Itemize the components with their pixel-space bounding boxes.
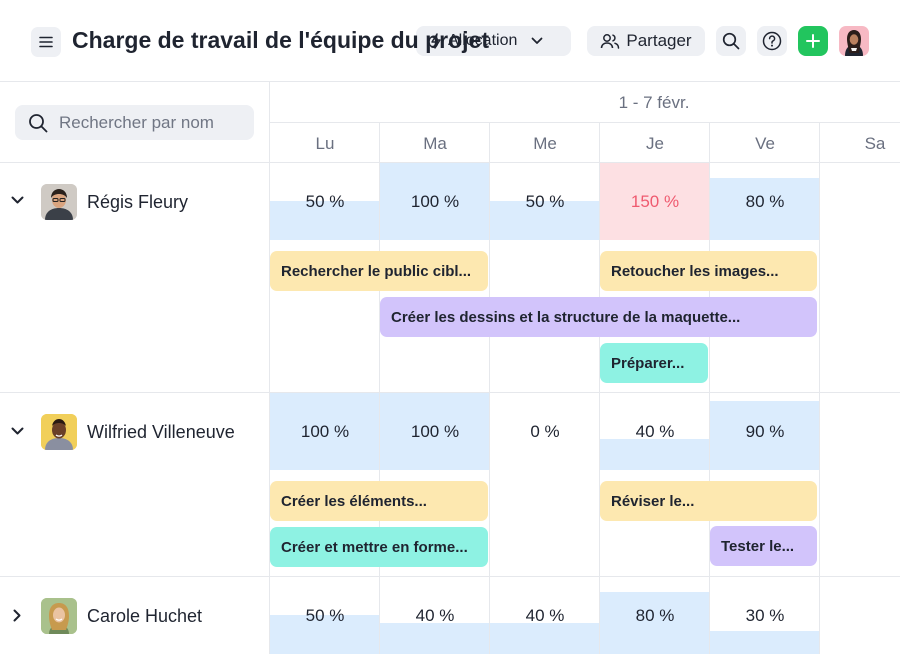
capacity-bar (270, 393, 379, 470)
capacity-bar (270, 615, 379, 654)
person-name: Régis Fleury (87, 192, 189, 212)
capacity-bar (380, 163, 489, 240)
menu-button[interactable] (31, 27, 61, 57)
load-value: 100 % (300, 422, 350, 441)
task-bar[interactable]: Retoucher les images... (600, 251, 817, 291)
load-value: 50 % (525, 192, 565, 211)
search-icon (29, 113, 48, 132)
task-bar[interactable]: Créer les dessins et la structure de la … (380, 297, 817, 337)
load-value: 40 % (415, 606, 455, 625)
load-value: 0 % (530, 422, 560, 441)
task-bar[interactable]: Créer et mettre en forme... (270, 527, 488, 567)
overload-cell (600, 163, 709, 240)
load-value: 40 % (635, 422, 675, 441)
chevron-right-icon[interactable] (13, 609, 22, 622)
avatar (41, 414, 77, 450)
header-bottom-divider (0, 162, 900, 163)
task-bar[interactable]: Créer les éléments... (270, 481, 488, 521)
day-label-sa: Sa (864, 134, 886, 153)
avatar (41, 598, 77, 634)
task-bar[interactable]: Préparer... (600, 343, 708, 383)
capacity-bar (380, 393, 489, 470)
top-bar: Allocation Charge de travail de l'équipe… (0, 0, 900, 82)
search-icon (722, 32, 740, 50)
capacity-bar (710, 631, 819, 654)
menu-icon (39, 36, 53, 48)
capacity-bar (270, 201, 379, 240)
capacity-bar (380, 623, 489, 654)
page-title: Charge de travail de l'équipe du projet (72, 27, 489, 53)
panel-divider (269, 82, 270, 654)
day-label-ve: Ve (755, 134, 775, 153)
avatar (41, 184, 77, 220)
search-box[interactable] (15, 105, 254, 140)
day-label-je: Je (646, 134, 664, 153)
chevron-down-icon[interactable] (11, 427, 24, 436)
load-value: 40 % (525, 606, 565, 625)
load-value: 50 % (305, 192, 345, 211)
load-value: 80 % (635, 606, 675, 625)
day-label-ma: Ma (423, 134, 447, 153)
search-input[interactable] (57, 111, 251, 134)
capacity-bar (710, 178, 819, 240)
search-button[interactable] (716, 26, 746, 56)
load-value: 50 % (305, 606, 345, 625)
load-value: 30 % (745, 606, 785, 625)
capacity-bar (710, 401, 819, 470)
share-button[interactable]: Partager (587, 26, 705, 56)
row-divider (0, 576, 900, 577)
load-value: 80 % (745, 192, 785, 211)
people-icon (601, 34, 620, 49)
add-button[interactable] (798, 26, 828, 56)
capacity-bar (600, 592, 709, 654)
task-bar[interactable]: Rechercher le public cibl... (270, 251, 488, 291)
allocation-dropdown[interactable]: Allocation (416, 26, 571, 56)
plus-icon (806, 34, 820, 48)
chevron-down-icon (531, 37, 543, 44)
load-value: 100 % (410, 192, 460, 211)
header-divider (0, 81, 900, 82)
share-label: Partager (626, 31, 692, 50)
week-label: 1 - 7 févr. (618, 93, 690, 112)
lightning-icon (431, 33, 441, 49)
chevron-down-icon[interactable] (11, 196, 24, 205)
load-value: 100 % (410, 422, 460, 441)
week-divider (270, 122, 900, 123)
task-bar[interactable]: Réviser le... (600, 481, 817, 521)
capacity-bar (600, 439, 709, 470)
help-icon (762, 31, 782, 51)
day-label-me: Me (533, 134, 557, 153)
row-divider (0, 392, 900, 393)
load-value: 90 % (745, 422, 785, 441)
person-name: Wilfried Villeneuve (87, 422, 235, 442)
capacity-bar (490, 623, 599, 654)
day-label-lu: Lu (315, 134, 335, 153)
help-button[interactable] (757, 26, 787, 56)
task-bar[interactable]: Tester le... (710, 526, 817, 566)
load-value: 150 % (630, 192, 680, 211)
user-avatar[interactable] (839, 26, 869, 56)
person-name: Carole Huchet (87, 606, 203, 626)
allocation-label: Allocation (448, 32, 518, 49)
capacity-bar (490, 201, 599, 240)
